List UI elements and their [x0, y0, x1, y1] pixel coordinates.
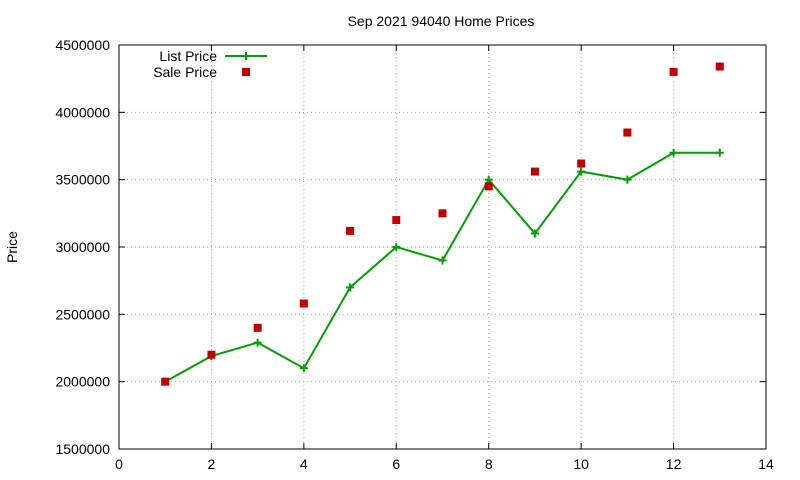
chart-title: Sep 2021 94040 Home Prices — [348, 13, 535, 29]
sale-price-point — [161, 377, 170, 386]
x-tick-label: 14 — [758, 456, 774, 472]
y-axis-label: Price — [4, 231, 20, 263]
legend-item-1: Sale Price — [153, 64, 250, 80]
list-price-point — [392, 243, 401, 251]
grid — [119, 45, 766, 449]
list-price-point — [299, 364, 308, 373]
y-tick-label: 4500000 — [55, 37, 110, 53]
legend-marker — [242, 52, 250, 60]
series-line — [164, 151, 720, 383]
legend-label: Sale Price — [153, 64, 217, 80]
sale-price-point — [346, 226, 355, 235]
list-price-point — [669, 148, 678, 157]
y-tick-label: 1500000 — [55, 441, 110, 457]
x-tick-label: 12 — [666, 456, 682, 472]
legend-label: List Price — [159, 48, 217, 64]
y-tick-label: 2500000 — [55, 306, 110, 322]
plot-border — [118, 44, 767, 450]
list-price-point — [715, 148, 724, 157]
x-tick-label: 4 — [300, 456, 308, 472]
sale-price-point — [577, 159, 586, 168]
series-0 — [161, 148, 724, 386]
sale-price-point — [207, 350, 216, 359]
sale-price-point — [715, 62, 724, 71]
list-price-point — [253, 338, 262, 347]
sale-price-point — [392, 216, 401, 225]
legend-marker — [242, 68, 250, 76]
list-price-point — [577, 167, 586, 176]
x-tick-label: 6 — [392, 456, 400, 472]
list-price-point — [346, 283, 355, 292]
sale-price-point — [530, 167, 539, 176]
sale-price-point — [623, 128, 632, 137]
list-price-point — [438, 256, 447, 265]
series-1 — [161, 62, 724, 386]
y-tick-label: 3500000 — [55, 172, 110, 188]
y-tick-label: 4000000 — [55, 104, 110, 120]
list-price-point — [530, 229, 539, 238]
sale-price-point — [669, 67, 678, 76]
x-tick-label: 8 — [485, 456, 493, 472]
sale-price-point — [253, 323, 262, 332]
sale-price-point — [299, 299, 308, 308]
x-tick-label: 0 — [115, 456, 123, 472]
sale-price-point — [484, 182, 493, 191]
list-price-point — [484, 175, 493, 184]
axes: 0 2 4 6 8 10 12 14 1500000 2000000 2500000 3000000 3… — [55, 37, 774, 472]
legend-item-0: List Price — [159, 48, 267, 64]
x-tick-label: 2 — [208, 456, 216, 472]
x-tick-label: 10 — [573, 456, 589, 472]
y-tick-label: 3000000 — [55, 239, 110, 255]
list-price-point — [623, 175, 632, 184]
series — [161, 62, 724, 386]
y-tick-label: 2000000 — [55, 374, 110, 390]
sale-price-point — [438, 209, 447, 218]
